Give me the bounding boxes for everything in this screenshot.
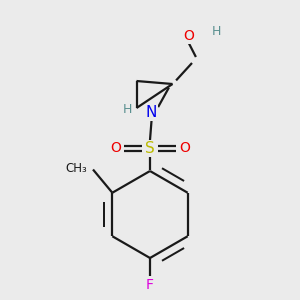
Text: CH₃: CH₃	[66, 161, 87, 175]
Text: O: O	[110, 142, 121, 155]
Text: H: H	[211, 25, 221, 38]
Text: S: S	[145, 141, 155, 156]
Text: F: F	[146, 278, 154, 292]
Text: O: O	[184, 29, 194, 43]
Text: H: H	[123, 103, 132, 116]
Text: N: N	[146, 105, 157, 120]
Text: O: O	[179, 142, 190, 155]
